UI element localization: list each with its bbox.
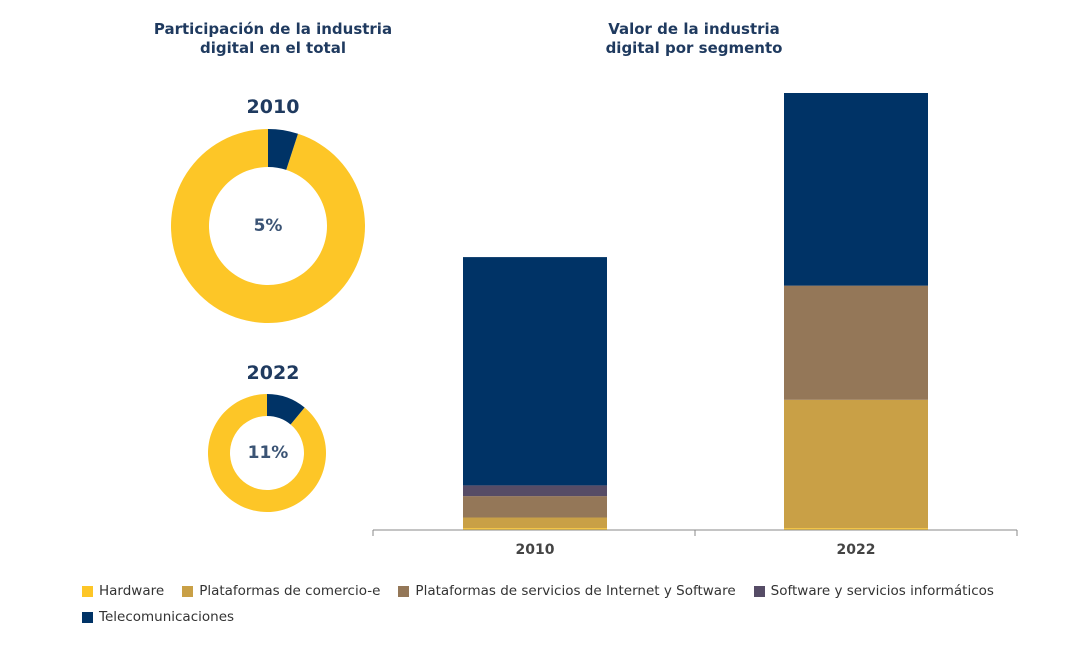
donut-2022-share-slice [267,394,305,425]
legend: Hardware Plataformas de comercio-e Plata… [82,583,1042,625]
donut-title-line-1: Participación de la industria [154,20,392,38]
bar-2010-telecom [463,257,607,486]
legend-label-internet: Plataformas de servicios de Internet y S… [415,583,736,599]
legend-item-hardware: Hardware [82,583,164,599]
bar-title-line-1: Valor de la industria [608,20,780,38]
bar-2010-software [463,485,607,497]
stacked-bars [463,93,928,530]
legend-item-comercio: Plataformas de comercio-e [182,583,380,599]
legend-swatch-comercio [182,585,194,597]
legend-swatch-hardware [82,585,93,597]
legend-swatch-software [753,585,765,597]
donut-2010-share-slice [268,129,298,170]
legend-swatch-telecom [82,611,93,623]
legend-label-comercio: Plataformas de comercio-e [199,583,381,599]
donut-2010-label: 5% [254,216,283,236]
donut-2010 [170,129,365,323]
bar-2022-telecom [784,93,928,286]
x-tick-label-2010: 2010 [516,542,555,558]
donut-title-line-2: digital en el total [200,39,346,57]
bar-title-line-2: digital por segmento [606,39,783,57]
legend-item-telecom: Telecomunicaciones [82,609,234,625]
legend-item-internet: Plataformas de servicios de Internet y S… [398,583,736,599]
donut-2022-label: 11% [248,443,289,463]
donut-2010-rest-slice [170,129,365,323]
legend-label-software: Software y servicios informáticos [770,583,994,599]
bar-2010-comercio [463,517,607,529]
bar-2022-internet [784,285,928,400]
legend-swatch-internet [398,585,410,597]
bar-2022-hardware [784,528,928,530]
legend-label-telecom: Telecomunicaciones [99,609,235,625]
donut-2010-year: 2010 [247,96,300,118]
legend-item-software: Software y servicios informáticos [753,583,994,599]
bar-2010-internet [463,496,607,518]
bar-2022-comercio [784,399,928,529]
donut-2022-rest-slice [207,394,326,512]
x-tick-label-2022: 2022 [837,542,876,558]
donut-2022-year: 2022 [247,362,300,384]
donut-2022 [207,394,326,512]
legend-label-hardware: Hardware [99,583,165,599]
bar-2010-hardware [463,528,607,530]
